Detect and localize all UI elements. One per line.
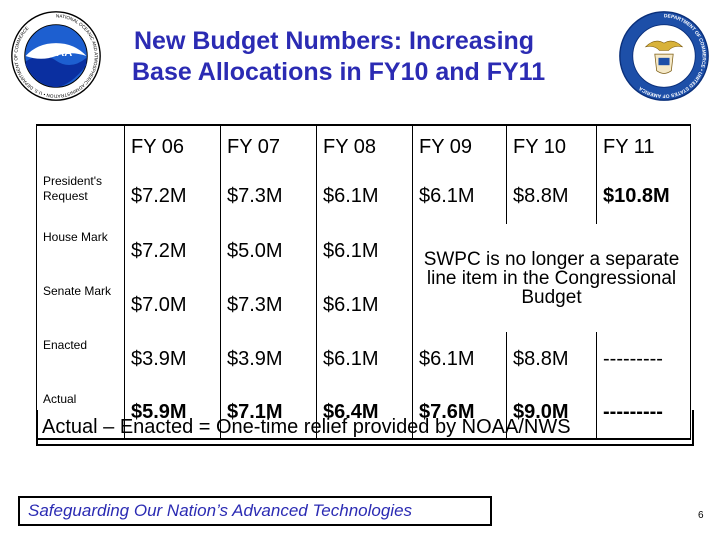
table-row: President's Request $7.2M $7.3M $6.1M $6…: [37, 168, 691, 224]
table-cell: $8.8M: [507, 168, 597, 224]
header-cell: FY 09: [413, 125, 507, 168]
page-number: 6: [698, 510, 704, 521]
budget-table: FY 06 FY 07 FY 08 FY 09 FY 10 FY 11 Pres…: [36, 124, 691, 440]
table-cell: $6.1M: [317, 168, 413, 224]
table-cell: $7.3M: [221, 168, 317, 224]
header-cell: FY 11: [597, 125, 691, 168]
header-cell: FY 07: [221, 125, 317, 168]
header-cell: FY 10: [507, 125, 597, 168]
tagline-box: Safeguarding Our Nation’s Advanced Techn…: [18, 496, 492, 526]
row-label: Senate Mark: [37, 278, 125, 332]
table-cell: $7.0M: [125, 278, 221, 332]
table-header-row: FY 06 FY 07 FY 08 FY 09 FY 10 FY 11: [37, 125, 691, 168]
table-cell: $7.3M: [221, 278, 317, 332]
table-cell: $6.1M: [413, 168, 507, 224]
swpc-note: SWPC is no longer a separate line item i…: [413, 224, 691, 332]
table-row: House Mark $7.2M $5.0M $6.1M SWPC is no …: [37, 224, 691, 278]
row-label: House Mark: [37, 224, 125, 278]
table-row: Enacted $3.9M $3.9M $6.1M $6.1M $8.8M --…: [37, 332, 691, 386]
slide-title-line-1: New Budget Numbers: Increasing: [134, 26, 610, 57]
table-cell: ---------: [597, 332, 691, 386]
header-cell: FY 06: [125, 125, 221, 168]
noaa-logo-text: NOAA: [40, 47, 73, 59]
table-cell: $3.9M: [221, 332, 317, 386]
table-cell: $7.2M: [125, 224, 221, 278]
relief-note: Actual – Enacted = One-time relief provi…: [36, 410, 694, 446]
row-label: President's Request: [37, 168, 125, 224]
table-cell: $5.0M: [221, 224, 317, 278]
noaa-logo: NOAA NATIONAL OCEANIC AND ATMOSPHERIC AD…: [10, 10, 102, 102]
slide-title-line-2: Base Allocations in FY10 and FY11: [132, 57, 610, 88]
table-cell: $6.1M: [317, 224, 413, 278]
table-cell: $6.1M: [317, 278, 413, 332]
table-cell: $6.1M: [413, 332, 507, 386]
header-cell-empty: [37, 125, 125, 168]
row-label: Enacted: [37, 332, 125, 386]
table-cell: $6.1M: [317, 332, 413, 386]
table-cell: $8.8M: [507, 332, 597, 386]
slide-title: New Budget Numbers: Increasing Base Allo…: [120, 26, 610, 88]
table-cell: $3.9M: [125, 332, 221, 386]
table-cell: $10.8M: [597, 168, 691, 224]
table-cell: $7.2M: [125, 168, 221, 224]
department-of-commerce-seal: DEPARTMENT OF COMMERCE • UNITED STATES O…: [618, 10, 710, 102]
header-cell: FY 08: [317, 125, 413, 168]
